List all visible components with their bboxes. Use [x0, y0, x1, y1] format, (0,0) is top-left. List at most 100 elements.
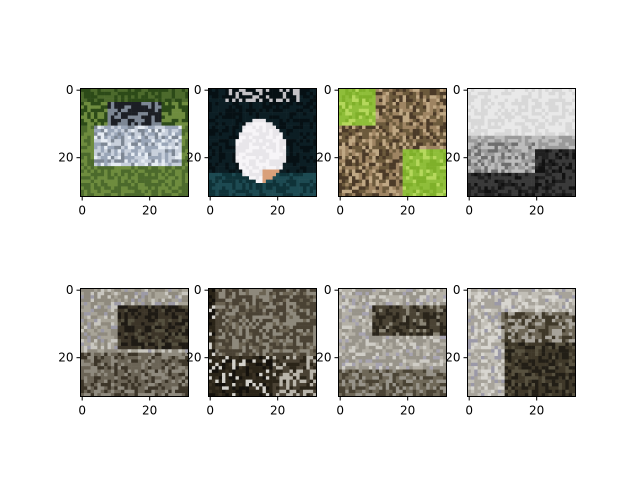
image-pixel	[555, 142, 559, 147]
image-pixel	[481, 169, 485, 174]
image-pixel	[259, 145, 263, 150]
image-pixel	[269, 172, 273, 177]
image-pixel	[124, 88, 129, 93]
image-pixel	[286, 183, 290, 187]
image-pixel	[154, 322, 159, 326]
image-pixel	[551, 108, 556, 113]
image-pixel	[161, 193, 166, 197]
image-pixel	[175, 156, 179, 160]
image-pixel	[352, 118, 356, 123]
image-pixel	[467, 145, 472, 150]
image-pixel	[110, 166, 115, 170]
image-pixel	[474, 142, 478, 147]
image-pixel	[399, 108, 403, 113]
image-pixel	[436, 166, 441, 170]
image-pixel	[262, 189, 267, 194]
image-pixel	[372, 156, 376, 160]
image-pixel	[164, 132, 169, 137]
image-pixel	[134, 329, 139, 333]
image-pixel	[80, 108, 85, 113]
image-pixel	[225, 172, 230, 177]
image-pixel	[422, 98, 427, 103]
image-pixel	[422, 139, 427, 143]
image-pixel	[443, 108, 447, 113]
image-pixel	[171, 183, 176, 187]
image-pixel	[538, 125, 543, 130]
image-pixel	[215, 166, 219, 170]
image-pixel	[181, 189, 186, 194]
image-pixel	[439, 95, 444, 99]
image-pixel	[470, 108, 475, 113]
image-pixel	[134, 122, 139, 126]
image-pixel	[83, 162, 88, 167]
image-pixel	[107, 352, 112, 357]
image-pixel	[110, 162, 115, 167]
image-pixel	[158, 305, 162, 310]
image-pixel	[124, 298, 129, 303]
image-pixel	[154, 342, 159, 347]
image-pixel	[121, 88, 125, 93]
image-pixel	[225, 145, 230, 150]
image-pixel	[185, 288, 189, 293]
image-pixel	[419, 88, 424, 93]
image-pixel	[181, 298, 186, 303]
image-pixel	[548, 145, 553, 150]
image-pixel	[154, 305, 159, 310]
image-pixel	[181, 156, 186, 160]
image-pixel	[151, 183, 156, 187]
image-pixel	[104, 149, 108, 153]
image-pixel	[134, 132, 139, 137]
image-pixel	[477, 142, 482, 147]
image-pixel	[238, 105, 243, 110]
image-pixel	[114, 135, 118, 140]
image-pixel	[124, 345, 129, 350]
image-pixel	[104, 156, 108, 160]
image-pixel	[406, 95, 410, 99]
image-pixel	[262, 95, 267, 99]
image-pixel	[185, 179, 189, 184]
image-pixel	[286, 172, 290, 177]
image-pixel	[131, 186, 135, 191]
image-pixel	[355, 189, 360, 194]
image-pixel	[151, 362, 156, 367]
image-pixel	[303, 193, 307, 197]
image-pixel	[511, 91, 516, 96]
image-pixel	[303, 125, 307, 130]
image-pixel	[164, 362, 169, 367]
image-pixel	[252, 142, 257, 147]
image-pixel	[279, 102, 284, 106]
image-pixel	[504, 139, 509, 143]
image-pixel	[535, 98, 539, 103]
image-pixel	[238, 142, 243, 147]
image-pixel	[185, 342, 189, 347]
image-pixel	[474, 112, 478, 116]
image-pixel	[296, 125, 300, 130]
image-pixel	[235, 88, 240, 93]
image-pixel	[508, 162, 512, 167]
image-pixel	[90, 362, 95, 367]
image-pixel	[296, 115, 300, 120]
image-pixel	[345, 166, 349, 170]
image-pixel	[292, 183, 297, 187]
image-pixel	[487, 145, 492, 150]
image-pixel	[259, 176, 263, 180]
image-pixel	[338, 122, 343, 126]
image-pixel	[497, 189, 502, 194]
image-pixel	[90, 166, 95, 170]
image-pixel	[158, 329, 162, 333]
image-pixel	[481, 108, 485, 113]
image-pixel	[508, 149, 512, 153]
image-pixel	[141, 166, 145, 170]
image-pixel	[90, 142, 95, 147]
image-pixel	[124, 91, 129, 96]
image-pixel	[134, 139, 139, 143]
image-pixel	[365, 102, 370, 106]
image-pixel	[104, 345, 108, 350]
image-pixel	[362, 132, 366, 137]
image-pixel	[568, 189, 573, 194]
image-pixel	[242, 159, 246, 164]
image-pixel	[292, 169, 297, 174]
image-pixel	[309, 189, 314, 194]
image-pixel	[158, 193, 162, 197]
image-pixel	[538, 193, 543, 197]
